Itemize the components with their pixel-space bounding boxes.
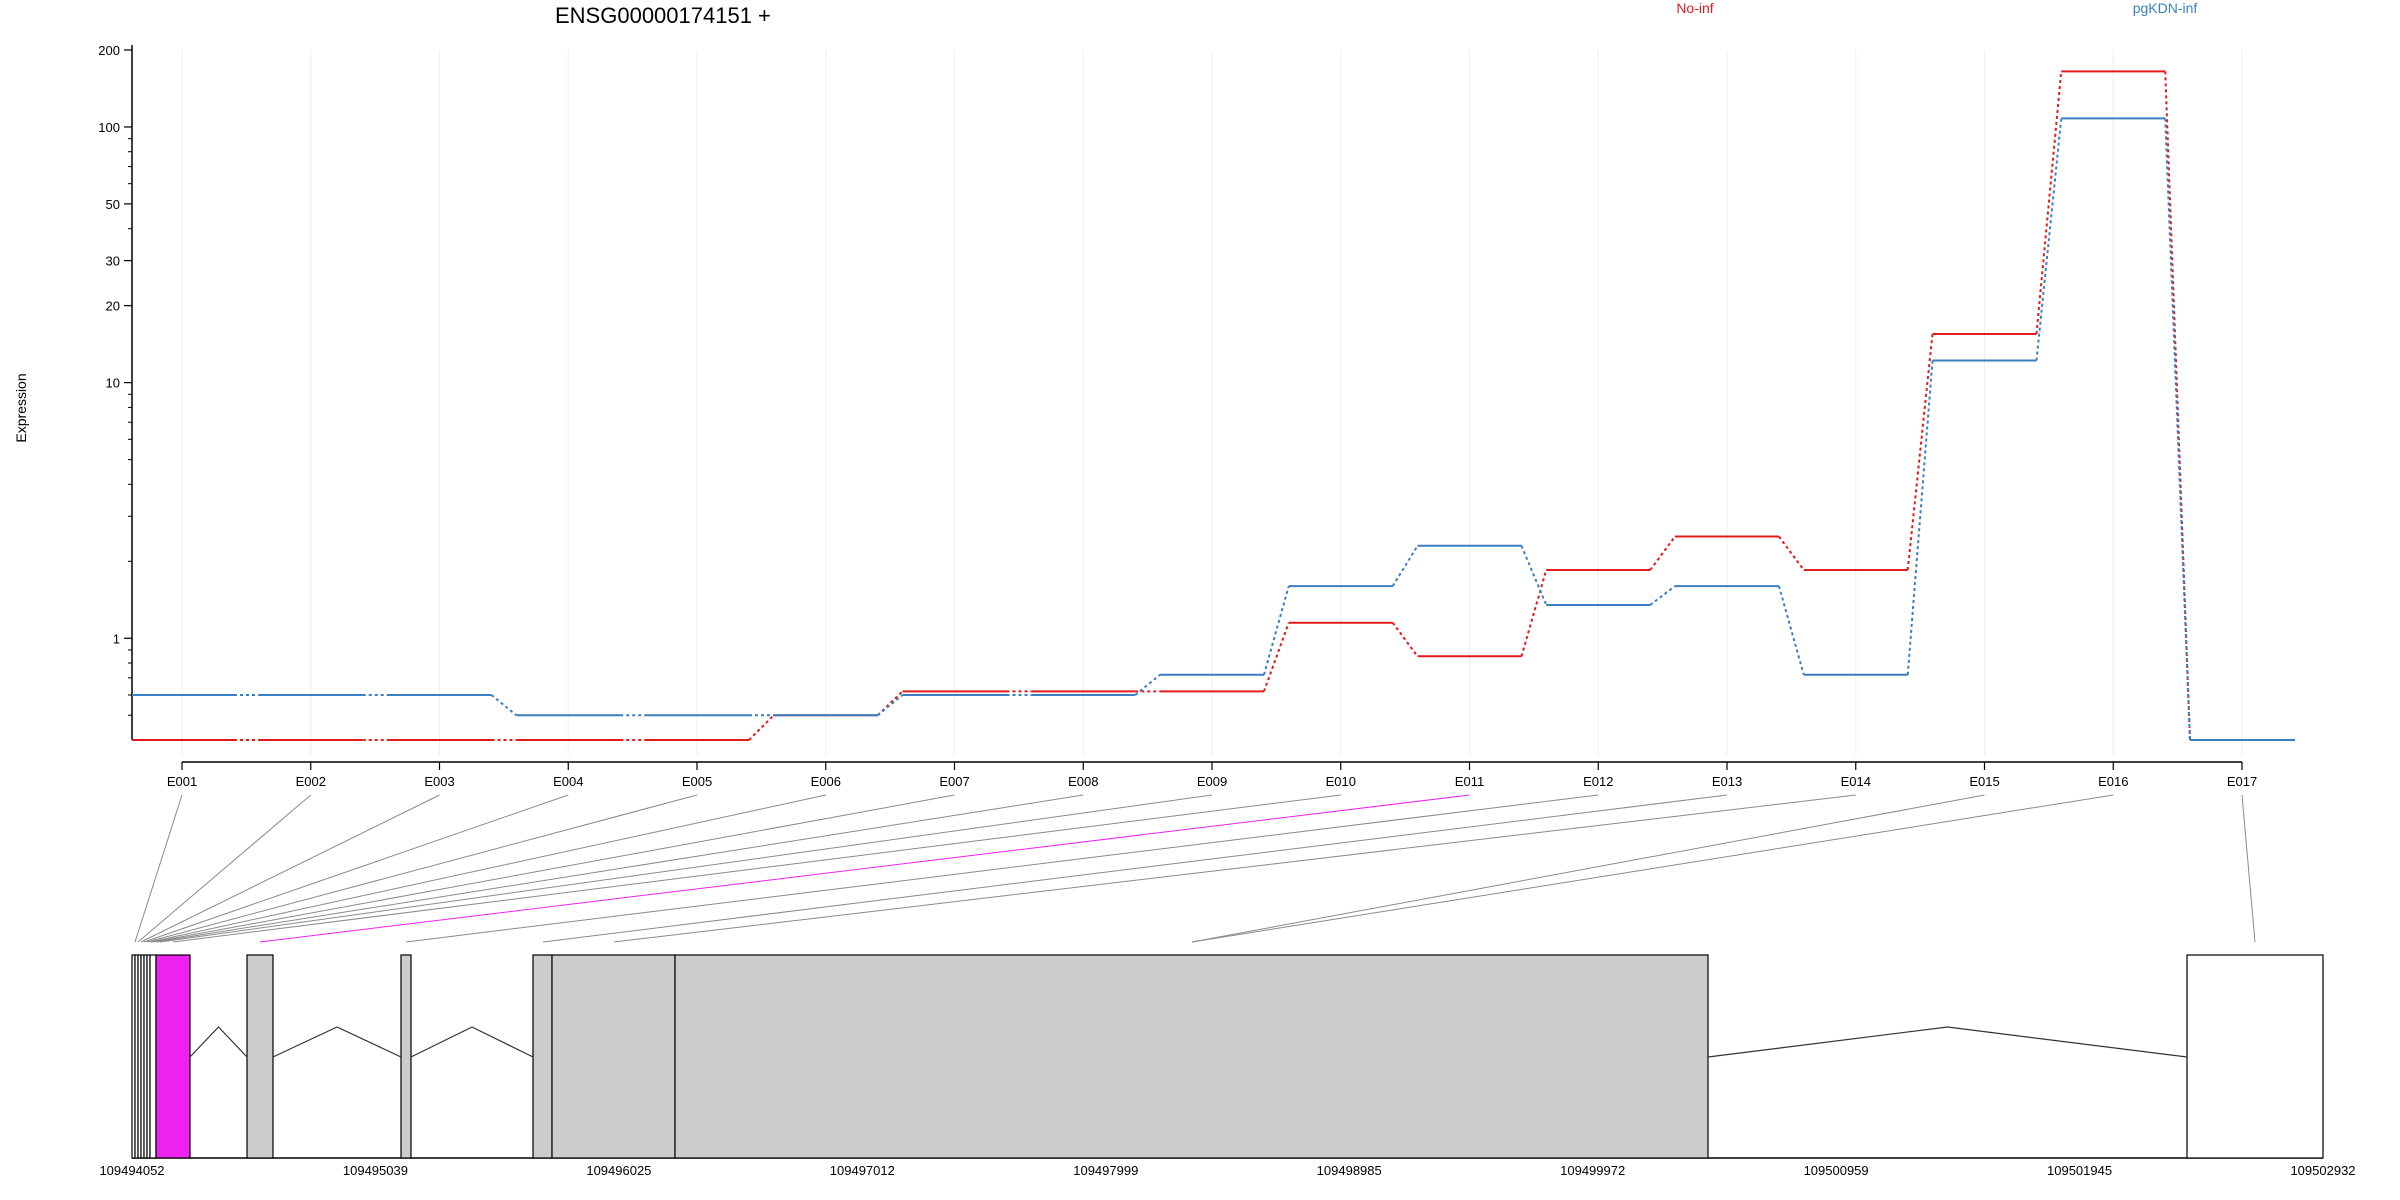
exon-connector	[405, 794, 1599, 943]
coordinate-tick-label: 109498985	[1317, 1163, 1382, 1178]
exon-connector	[613, 794, 1856, 943]
series-connector	[1391, 545, 1419, 587]
series-connector	[490, 694, 517, 716]
y-axis-label: Expression	[13, 373, 29, 442]
coordinate-tick-label: 109500959	[1804, 1163, 1869, 1178]
series-connector	[1778, 535, 1805, 571]
series-connector	[1906, 360, 1934, 675]
series-connector	[1649, 535, 1676, 571]
exon-block	[2186, 954, 2324, 1159]
coordinate-tick-label: 109496025	[586, 1163, 651, 1178]
coordinate-tick-label: 109499972	[1560, 1163, 1625, 1178]
exon-tick-label: E016	[2098, 774, 2128, 789]
series-connector	[1649, 585, 1676, 606]
series-connector	[1134, 673, 1161, 696]
series-connector	[2035, 118, 2063, 361]
y-tick-label: 10	[106, 376, 120, 391]
exon-tick-label: E003	[424, 774, 454, 789]
series-connector	[1906, 333, 1934, 571]
coordinate-tick-label: 109497012	[830, 1163, 895, 1178]
series-connector	[1263, 585, 1290, 676]
gene-model-track	[131, 954, 2324, 1159]
exon-connector	[172, 794, 1341, 943]
exon-tick-label: E001	[167, 774, 197, 789]
coordinate-tick-label: 109495039	[343, 1163, 408, 1178]
series-connector	[1520, 569, 1548, 657]
intron-line	[1707, 1026, 2188, 1058]
exon-tick-label: E015	[1969, 774, 1999, 789]
exon-connector	[159, 794, 1213, 943]
exon-tick-label: E002	[296, 774, 326, 789]
exon-connector	[1191, 794, 1985, 943]
coordinate-tick-label: 109501945	[2047, 1163, 2112, 1178]
exon-tick-label: E008	[1068, 774, 1098, 789]
x-axis: E001 E002 E003 E004 E005 E006 E007 E008 E009 E010…	[167, 761, 2257, 789]
chart-title: ENSG00000174151 +	[555, 3, 771, 28]
exon-tick-label: E014	[1841, 774, 1871, 789]
intron-line	[189, 1026, 248, 1058]
exon-connector-lines	[134, 794, 2256, 943]
y-tick-label: 200	[98, 43, 120, 58]
series-connector	[2035, 71, 2063, 335]
exon-connector	[2241, 794, 2256, 943]
exon-connector	[542, 794, 1728, 943]
series-connector	[1263, 622, 1290, 692]
exon-block	[674, 954, 1709, 1159]
exon-connector	[134, 794, 183, 943]
exon-connector	[146, 794, 698, 943]
exon-connector	[1191, 794, 2114, 943]
exon-connector	[155, 794, 1084, 943]
exon-connector	[259, 794, 1470, 943]
series-connector	[2164, 71, 2191, 741]
intron-line	[272, 1026, 402, 1058]
series-connector	[1778, 585, 1805, 676]
series-connector	[2164, 118, 2191, 741]
coordinate-tick-label: 109502932	[2290, 1163, 2355, 1178]
exon-block	[155, 954, 191, 1159]
exon-block	[246, 954, 274, 1159]
y-tick-label: 30	[106, 254, 120, 269]
series-connector	[748, 714, 775, 741]
series-connector	[1391, 622, 1419, 657]
intron-line	[410, 1026, 534, 1058]
exon-connector	[143, 794, 569, 943]
exon-tick-label: E012	[1583, 774, 1613, 789]
y-tick-label: 50	[106, 197, 120, 212]
exon-tick-label: E006	[811, 774, 841, 789]
exon-block	[532, 954, 553, 1159]
exon-block	[400, 954, 412, 1159]
exon-connector	[149, 794, 826, 943]
coordinate-tick-label: 109497999	[1073, 1163, 1138, 1178]
expression-lines	[132, 70, 2295, 741]
exon-tick-label: E005	[682, 774, 712, 789]
exon-tick-label: E004	[553, 774, 583, 789]
series-connector	[877, 690, 904, 716]
exon-tick-label: E007	[939, 774, 969, 789]
exon-block	[149, 954, 157, 1159]
coordinate-tick-label: 109494052	[99, 1163, 164, 1178]
exon-connector	[152, 794, 955, 943]
y-axis: 1 10 20 30 50 100 200	[98, 43, 133, 740]
exon-tick-label: E017	[2227, 774, 2257, 789]
series-connector	[877, 694, 904, 716]
legend-entry-no-inf: No-inf	[1676, 0, 1713, 16]
exon-connector	[137, 794, 312, 943]
y-tick-label: 20	[106, 299, 120, 314]
exon-connector	[140, 794, 440, 943]
series-connector	[1520, 545, 1548, 606]
y-tick-label: 1	[113, 631, 120, 646]
exon-tick-label: E009	[1197, 774, 1227, 789]
exon-tick-label: E011	[1455, 774, 1484, 789]
vertical-gridlines	[181, 50, 2243, 755]
y-tick-label: 100	[98, 120, 120, 135]
legend-entry-pgkdn-inf: pgKDN-inf	[2133, 0, 2198, 16]
exon-block	[551, 954, 676, 1159]
exon-tick-label: E010	[1326, 774, 1356, 789]
exon-tick-label: E013	[1712, 774, 1742, 789]
genomic-coordinate-axis: 109494052 109495039 109496025 109497012 1094…	[99, 1163, 2355, 1178]
